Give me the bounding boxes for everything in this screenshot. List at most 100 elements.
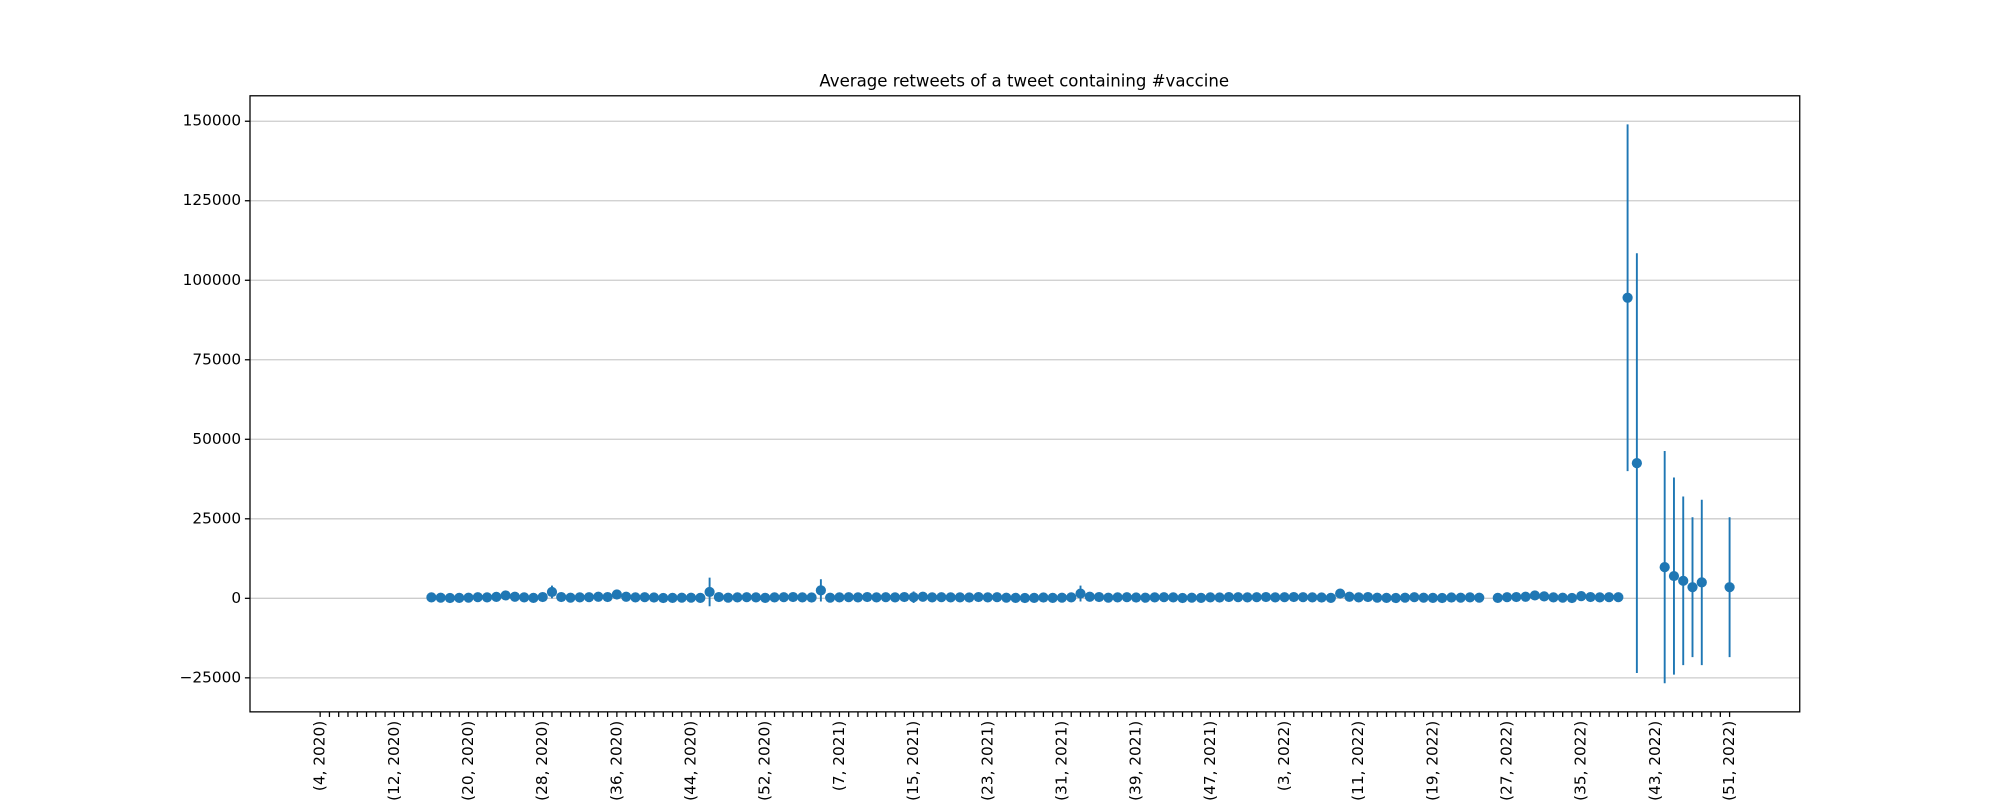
data-point [481, 592, 493, 603]
data-point [667, 592, 678, 603]
data-point [1279, 592, 1290, 603]
data-point [1131, 592, 1142, 603]
data-point [602, 591, 613, 603]
data-point [704, 586, 715, 598]
data-point [1548, 592, 1559, 603]
x-tick-label: (51, 2022) [1720, 721, 1738, 800]
data-point [1501, 592, 1513, 603]
y-tick-label: 75000 [192, 350, 241, 368]
data-point [1557, 592, 1568, 603]
data-point [1093, 591, 1105, 603]
x-tick-label: (15, 2021) [904, 721, 922, 800]
data-point [1316, 592, 1327, 603]
data-point [1399, 592, 1411, 603]
data-point [1390, 592, 1401, 604]
data-point [899, 591, 910, 603]
y-tick-label: 25000 [192, 509, 241, 527]
data-point [787, 591, 799, 603]
data-point [1288, 591, 1299, 603]
x-tick-label: (31, 2021) [1052, 721, 1070, 800]
data-point [574, 592, 585, 603]
data-point [519, 592, 530, 603]
data-point [1511, 591, 1522, 603]
y-tick-label: 125000 [183, 191, 241, 209]
data-point [1492, 592, 1503, 603]
data-point [982, 592, 993, 603]
x-tick-label: (11, 2022) [1349, 721, 1367, 800]
data-point [1205, 592, 1216, 603]
data-point [1297, 592, 1309, 603]
data-point [815, 585, 826, 596]
data-point [1613, 592, 1624, 603]
data-point [685, 592, 697, 603]
data-point [750, 592, 762, 603]
data-point [862, 591, 873, 603]
data-point [630, 592, 641, 603]
data-point [639, 592, 650, 603]
data-point [1047, 592, 1058, 603]
data-point [797, 592, 808, 603]
data-point [1084, 591, 1095, 602]
data-point [1325, 592, 1336, 603]
data-point [927, 592, 938, 603]
data-point [565, 592, 576, 603]
data-point [556, 591, 567, 603]
data-point [1576, 590, 1587, 602]
chart-title: Average retweets of a tweet containing #… [819, 71, 1229, 90]
data-point [1603, 592, 1615, 603]
x-tick-label: (47, 2021) [1201, 721, 1219, 800]
data-point [537, 591, 548, 603]
data-point [1372, 592, 1383, 603]
data-point [723, 592, 734, 603]
data-point [1520, 591, 1531, 602]
data-point [472, 592, 483, 603]
data-point [1223, 591, 1234, 603]
x-tick-label: (52, 2020) [756, 721, 774, 800]
x-tick-label: (28, 2020) [533, 721, 551, 800]
data-point [1446, 592, 1457, 603]
data-point [1696, 577, 1707, 588]
data-point [1594, 592, 1605, 603]
data-point [1056, 592, 1068, 603]
data-point [713, 591, 724, 603]
x-tick-label: (7, 2021) [830, 721, 848, 791]
data-point [1168, 592, 1179, 603]
x-tick-label: (12, 2020) [385, 721, 403, 800]
data-point [1214, 592, 1225, 603]
data-point [1585, 591, 1596, 603]
data-point [825, 592, 836, 603]
data-point [1659, 562, 1670, 573]
data-point [1233, 592, 1244, 603]
data-point [1270, 592, 1281, 603]
plot-area: −25000 0 25000 50000 75000 100000 125000 150000… [180, 112, 1800, 800]
data-point [1029, 592, 1040, 603]
x-tick-label: (20, 2020) [459, 721, 477, 800]
data-point [1251, 592, 1262, 603]
data-point [1455, 592, 1466, 603]
data-point [852, 592, 864, 603]
data-point [1427, 592, 1438, 603]
data-point [1381, 592, 1392, 603]
data-point [1121, 592, 1132, 603]
data-point [1260, 591, 1272, 603]
data-point [500, 590, 511, 601]
data-point [583, 592, 595, 603]
data-point [1464, 592, 1476, 603]
data-point [1112, 592, 1123, 603]
y-tick-label: 0 [231, 589, 241, 607]
data-point [676, 592, 687, 603]
data-point [593, 591, 604, 602]
data-point [889, 592, 901, 603]
x-tick-label: (39, 2021) [1127, 721, 1145, 800]
data-point [1158, 592, 1170, 603]
data-point [1186, 592, 1197, 603]
data-point [621, 591, 632, 602]
data-point [1724, 582, 1735, 593]
data-point [1353, 592, 1364, 603]
data-point [528, 592, 539, 603]
x-tick-label: (23, 2021) [978, 721, 996, 800]
data-point [509, 591, 520, 602]
data-point [843, 592, 854, 603]
data-point [760, 592, 771, 603]
